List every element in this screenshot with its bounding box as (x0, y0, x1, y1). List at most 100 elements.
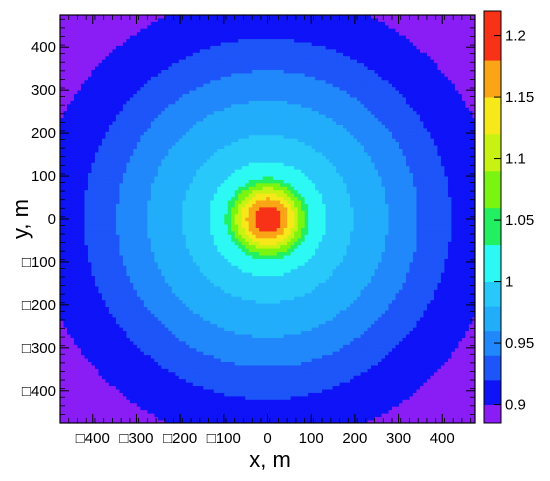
contour-cell (262, 87, 267, 92)
contour-cell (388, 107, 393, 112)
contour-cell (283, 111, 288, 116)
contour-cell (143, 49, 148, 54)
contour-cell (77, 87, 82, 92)
contour-cell (412, 145, 418, 150)
contour-cell (402, 87, 407, 92)
contour-cell (126, 80, 131, 85)
contour-cell (440, 149, 446, 154)
contour-cell (385, 69, 390, 75)
contour-cell (430, 66, 435, 71)
contour-cell (87, 97, 93, 102)
contour-cell (248, 142, 253, 147)
contour-cell (412, 155, 418, 160)
contour-cell (430, 18, 435, 23)
contour-cell (472, 138, 475, 143)
contour-cell (461, 35, 466, 40)
contour-cell (189, 80, 194, 85)
contour-cell (185, 80, 190, 85)
contour-cell (255, 152, 260, 157)
contour-cell (126, 32, 131, 37)
contour-cell (290, 42, 295, 47)
contour-cell (367, 124, 372, 129)
contour-cell (346, 28, 351, 33)
contour-cell (185, 94, 190, 99)
contour-cell (405, 152, 411, 157)
contour-cell (433, 80, 439, 85)
contour-cell (266, 94, 271, 99)
contour-cell (350, 32, 355, 37)
contour-cell (339, 32, 344, 37)
contour-cell (161, 35, 166, 40)
contour-cell (217, 80, 222, 85)
contour-cell (60, 121, 65, 126)
contour-cell (468, 121, 473, 126)
contour-cell (468, 18, 473, 23)
contour-cell (220, 145, 225, 150)
contour-cell (171, 76, 176, 81)
contour-cell (329, 18, 334, 23)
contour-cell (248, 131, 253, 136)
contour-cell (87, 39, 93, 44)
contour-cell (217, 59, 222, 64)
contour-cell (213, 142, 218, 147)
contour-cell (290, 135, 295, 140)
contour-cell (364, 80, 369, 85)
contour-cell (353, 149, 358, 154)
contour-cell (311, 49, 316, 54)
contour-cell (374, 135, 379, 140)
contour-cell (318, 18, 323, 23)
contour-cell (60, 142, 65, 147)
contour-cell (374, 149, 379, 154)
contour-cell (168, 59, 173, 64)
contour-cell (241, 87, 246, 92)
contour-cell (325, 94, 330, 99)
contour-cell (402, 142, 407, 147)
contour-cell (241, 155, 246, 160)
contour-cell (332, 69, 337, 75)
contour-cell (105, 149, 110, 154)
contour-cell (315, 149, 320, 154)
contour-cell (192, 66, 197, 71)
contour-cell (423, 107, 428, 112)
contour-cell (276, 83, 281, 88)
contour-cell (150, 63, 155, 68)
contour-cell (206, 124, 211, 129)
contour-cell (343, 15, 348, 20)
contour-cell (301, 128, 306, 133)
contour-cell (367, 97, 372, 102)
contour-cell (105, 145, 110, 150)
contour-cell (419, 69, 425, 75)
contour-cell (343, 39, 348, 44)
contour-cell (262, 42, 267, 47)
contour-cell (182, 145, 187, 150)
contour-cell (154, 131, 159, 136)
contour-cell (430, 114, 435, 119)
contour-cell (112, 63, 117, 68)
contour-cell (87, 59, 93, 64)
contour-cell (175, 149, 180, 154)
contour-cell (213, 35, 218, 40)
contour-cell (73, 149, 79, 154)
contour-cell (280, 100, 285, 105)
contour-cell (426, 114, 432, 119)
contour-cell (80, 90, 86, 95)
contour-cell (238, 94, 243, 99)
contour-cell (294, 104, 299, 109)
contour-cell (203, 15, 208, 20)
contour-cell (220, 18, 225, 23)
contour-cell (381, 56, 386, 61)
contour-cell (105, 107, 110, 112)
contour-cell (122, 138, 127, 143)
contour-cell (367, 39, 372, 44)
contour-cell (196, 128, 201, 133)
contour-cell (101, 32, 107, 37)
contour-cell (112, 142, 117, 147)
contour-cell (290, 59, 295, 64)
contour-cell (266, 80, 271, 85)
contour-cell (276, 90, 281, 95)
contour-cell (329, 73, 334, 78)
contour-cell (353, 28, 358, 33)
contour-cell (66, 45, 72, 50)
contour-cell (206, 107, 211, 112)
contour-cell (423, 121, 428, 126)
